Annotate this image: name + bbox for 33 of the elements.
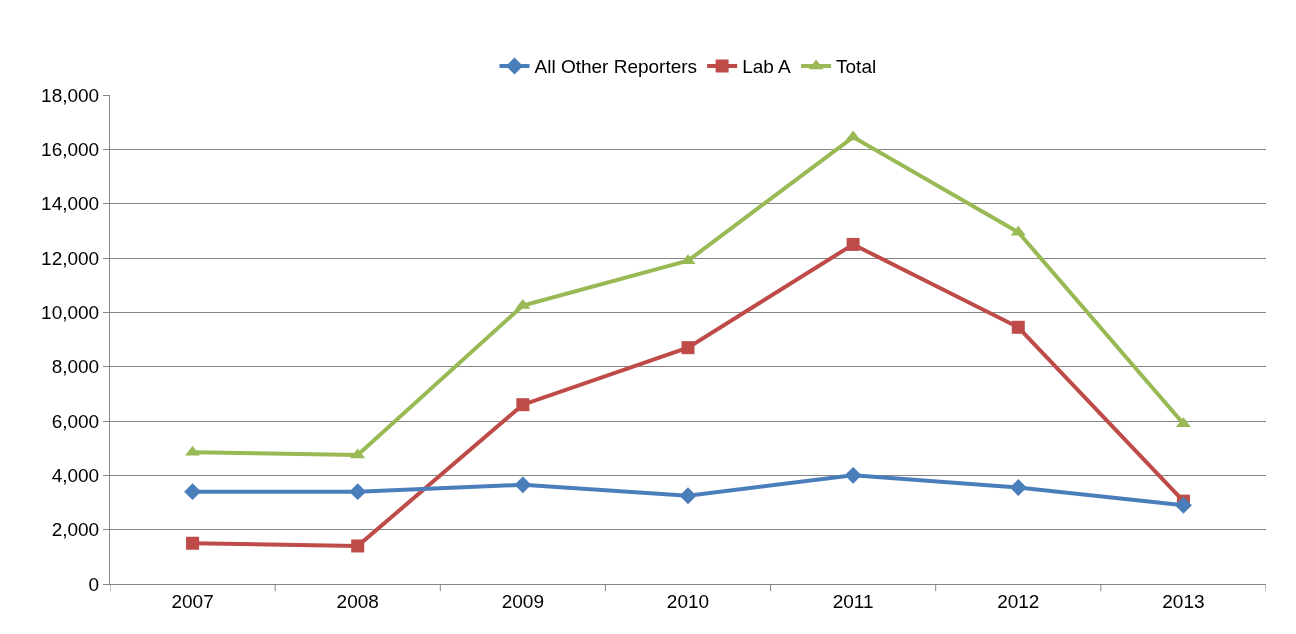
legend-label: Lab A: [742, 56, 792, 78]
x-tick-label: 2011: [832, 590, 874, 612]
x-tick-label: 2007: [171, 590, 214, 612]
point: [349, 483, 367, 501]
point: [844, 466, 862, 484]
point: [516, 398, 530, 412]
y-tick-label: 6,000: [51, 410, 100, 432]
y-tick-label: 4,000: [51, 464, 100, 486]
x-tick-label: 2013: [1162, 590, 1205, 612]
point: [186, 536, 200, 550]
point: [184, 483, 202, 501]
point: [514, 476, 532, 494]
legend-label: Total: [836, 56, 877, 78]
y-tick-label: 14,000: [41, 193, 100, 215]
legend-label: All Other Reporters: [534, 56, 698, 78]
y-tick-label: 10,000: [41, 301, 100, 323]
point: [351, 539, 365, 553]
y-tick-label: 18,000: [41, 84, 100, 106]
point: [1011, 320, 1025, 334]
point: [681, 341, 695, 355]
y-tick-label: 12,000: [41, 247, 100, 269]
y-tick-label: 8,000: [51, 356, 100, 378]
x-tick-label: 2012: [997, 590, 1040, 612]
x-tick-label: 2008: [336, 590, 379, 612]
point: [846, 237, 860, 251]
point: [1009, 479, 1027, 497]
y-tick-label: 0: [88, 573, 100, 595]
point: [679, 487, 697, 505]
x-tick-label: 2009: [501, 590, 544, 612]
y-tick-label: 16,000: [41, 138, 100, 160]
point: [1174, 496, 1192, 514]
x-tick-label: 2010: [666, 590, 710, 612]
y-tick-label: 2,000: [51, 519, 100, 541]
